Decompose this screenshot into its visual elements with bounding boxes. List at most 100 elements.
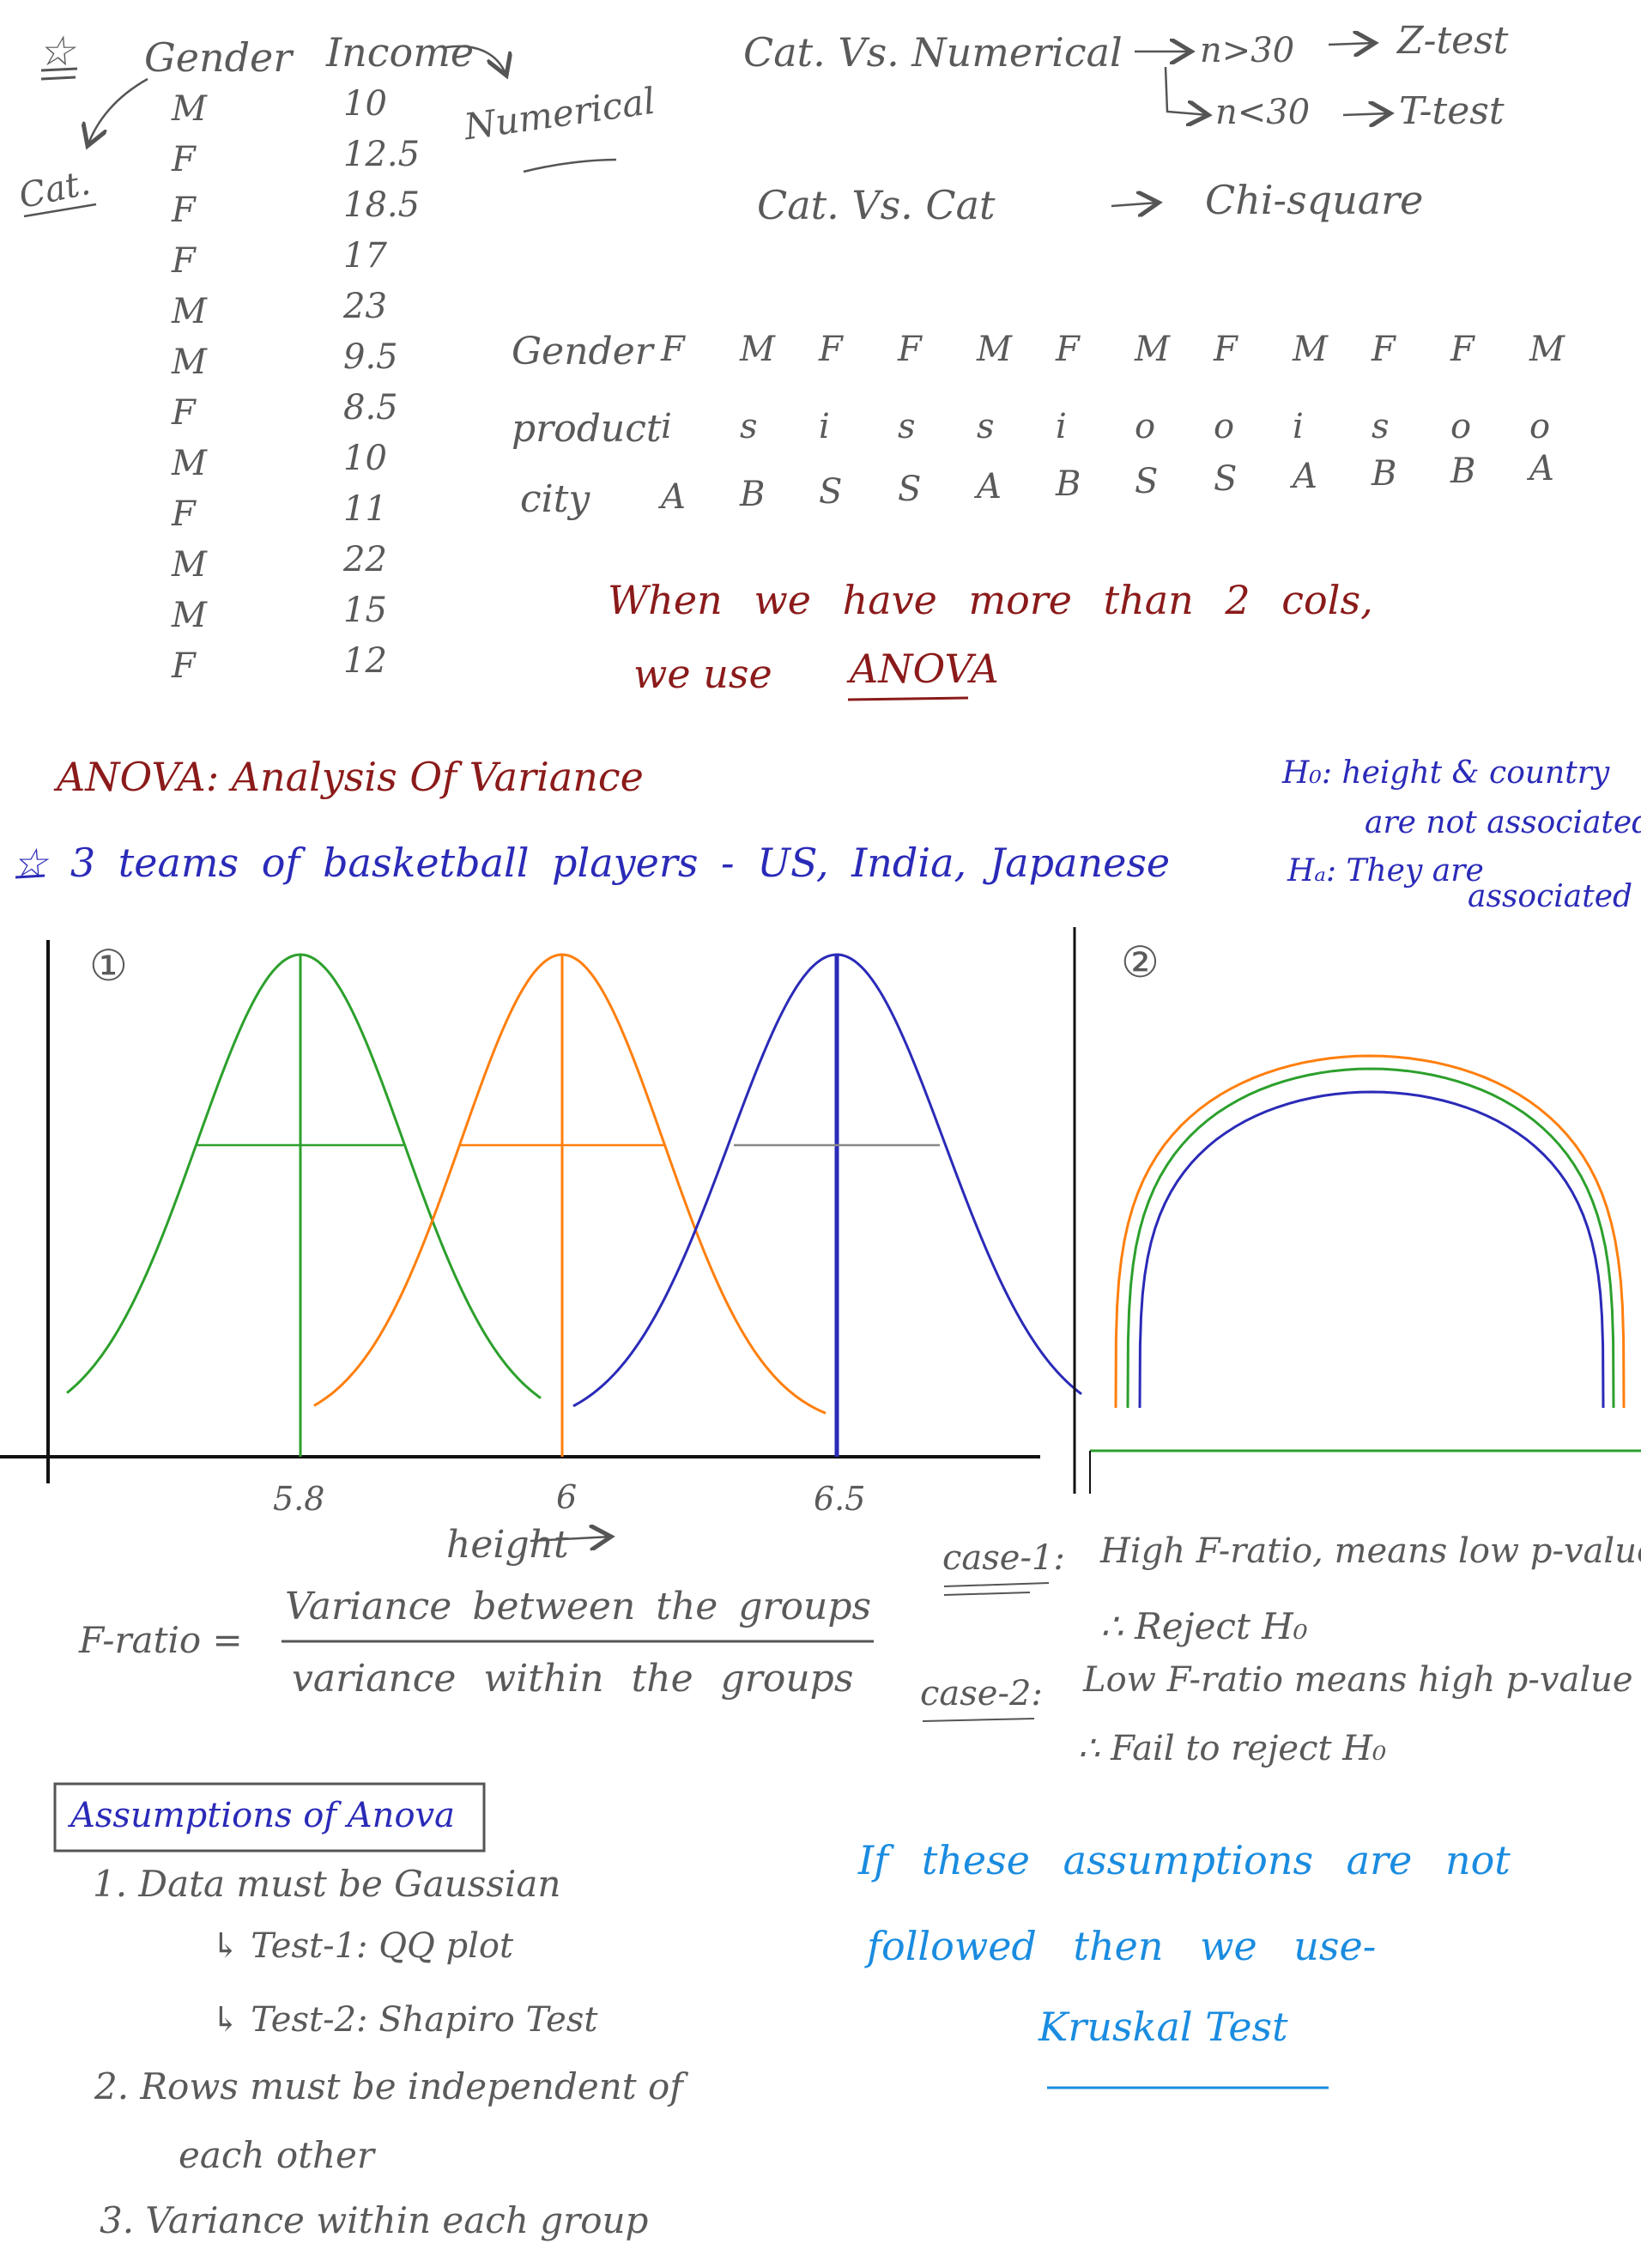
income-cell: 23 [343, 287, 387, 326]
teams-line: ☆ 3 teams of basketball players - US, In… [12, 840, 1171, 886]
income-cell: 11 [343, 489, 387, 529]
grid-cell: F [1450, 330, 1474, 369]
grid-cell: M [740, 330, 775, 369]
gender-header: Gender [144, 34, 293, 81]
grid-cell: B [1450, 452, 1476, 491]
assumptions-title: Assumptions of Anova [70, 1796, 455, 1835]
plot-2 [1089, 1054, 1641, 1494]
grid-cell: o [1214, 407, 1235, 446]
gender-cell: F [172, 646, 196, 686]
curve-us [66, 953, 542, 1399]
income-cell: 15 [343, 591, 387, 630]
income-cell: 17 [343, 236, 387, 276]
grid-cell: i [1056, 407, 1067, 446]
kruskal-line1: If these assumptions are not [858, 1837, 1511, 1883]
arc-blue [1138, 1090, 1605, 1409]
grid-cell: s [977, 407, 995, 446]
grid-cell: s [898, 407, 916, 446]
arc-orange [1114, 1054, 1626, 1409]
star-mark: ☆ [38, 27, 76, 76]
tick-6: 6 [556, 1478, 578, 1516]
grid-cell: B [1372, 454, 1397, 494]
gender-cell: M [172, 596, 207, 635]
plot2-marker: ② [1121, 937, 1160, 987]
grid-cell: s [1372, 407, 1390, 446]
cat-underline [23, 203, 97, 218]
grid-cell: o [1450, 407, 1472, 446]
case1-result: ∴ Reject H₀ [1100, 1605, 1308, 1647]
gender-cell: M [172, 292, 207, 331]
chi-square: Chi-square [1205, 177, 1424, 223]
income-cell: 22 [343, 540, 387, 579]
anova-title: ANOVA: Analysis Of Variance [57, 754, 644, 800]
plot1-marker: ① [89, 941, 128, 991]
curve-japanese [572, 953, 1082, 1408]
assumption-2-line2: each other [179, 2134, 374, 2176]
kruskal-word: Kruskal Test [1038, 2004, 1288, 2050]
income-cell: 18.5 [343, 185, 421, 225]
arrow-chi [1111, 203, 1159, 206]
income-cell: 8.5 [343, 388, 398, 428]
tick-6-5: 6.5 [814, 1480, 866, 1518]
arc-green [1126, 1067, 1615, 1409]
gender-cell: F [172, 191, 196, 230]
gender-cell: F [172, 140, 196, 179]
case1-text: High F-ratio, means low p-value [1100, 1531, 1641, 1571]
income-arrow [445, 45, 506, 76]
f-ratio-lhs: F-ratio = [79, 1619, 243, 1661]
h0-line2: are not associated [1365, 805, 1641, 840]
assumption-1: 1. Data must be Gaussian [93, 1863, 561, 1905]
anova-note-line1: When we have more than 2 cols, [608, 577, 1373, 623]
z-test: Z-test [1397, 19, 1509, 63]
kruskal-line2: followed then we use- [867, 1923, 1377, 1969]
income-cell: 12 [343, 641, 387, 681]
arrow-n-lt [1164, 66, 1208, 115]
income-cell: 9.5 [343, 337, 398, 377]
income-cell: 10 [343, 439, 387, 478]
case2-result: ∴ Fail to reject H₀ [1078, 1729, 1387, 1768]
case1-underline [943, 1582, 1050, 1596]
grid-cell: S [1135, 462, 1159, 501]
n-gt-30: n>30 [1200, 31, 1295, 70]
grid-cell: F [898, 330, 922, 369]
gender-cell: M [172, 89, 207, 129]
case2-text: Low F-ratio means high p-value [1083, 1660, 1633, 1700]
grid-cell: o [1529, 407, 1551, 446]
cat-arrow [88, 77, 148, 146]
ha-line2: associated [1468, 879, 1633, 914]
anova-underline [847, 696, 969, 701]
income-header: Income [326, 29, 475, 76]
height-arrow [530, 1537, 611, 1541]
ha-line1: Hₐ: They are [1287, 853, 1484, 888]
grid-cell: o [1135, 407, 1156, 446]
curve-india [313, 953, 827, 1415]
grid-cell: A [661, 477, 686, 517]
gender-cell: M [172, 343, 207, 382]
h0-line1: H₀: height & country [1282, 755, 1610, 791]
grid-cell: M [1135, 330, 1170, 369]
grid-cell: F [1214, 330, 1238, 369]
f-ratio-denominator: variance within the groups [292, 1657, 854, 1701]
grid-cell: F [661, 330, 685, 369]
f-ratio-numerator: Variance between the groups [285, 1585, 872, 1628]
cat-vs-cat: Cat. Vs. Cat [757, 182, 996, 228]
gender-cell: F [172, 393, 196, 433]
grid-cell: B [740, 475, 766, 514]
assumption-3: 3. Variance within each group [100, 2199, 649, 2241]
numerical-underline [523, 158, 617, 173]
anova-note-word: ANOVA [850, 646, 999, 692]
grid-cell: M [1293, 330, 1328, 369]
n-lt-30: n<30 [1215, 93, 1311, 132]
gender-cell: F [172, 241, 196, 281]
cat-vs-num: Cat. Vs. Numerical [743, 29, 1123, 76]
grid-cell: S [898, 470, 922, 509]
grid-cell: F [1372, 330, 1396, 369]
star-underline [40, 67, 78, 81]
case2-underline [922, 1718, 1035, 1722]
arrow-t [1342, 113, 1390, 115]
gender-cell: F [172, 494, 196, 534]
grid-cell: F [819, 330, 843, 369]
grid-cell: i [1293, 407, 1304, 446]
assumption-1-test2: ↳ Test-2: Shapiro Test [211, 2000, 598, 2040]
